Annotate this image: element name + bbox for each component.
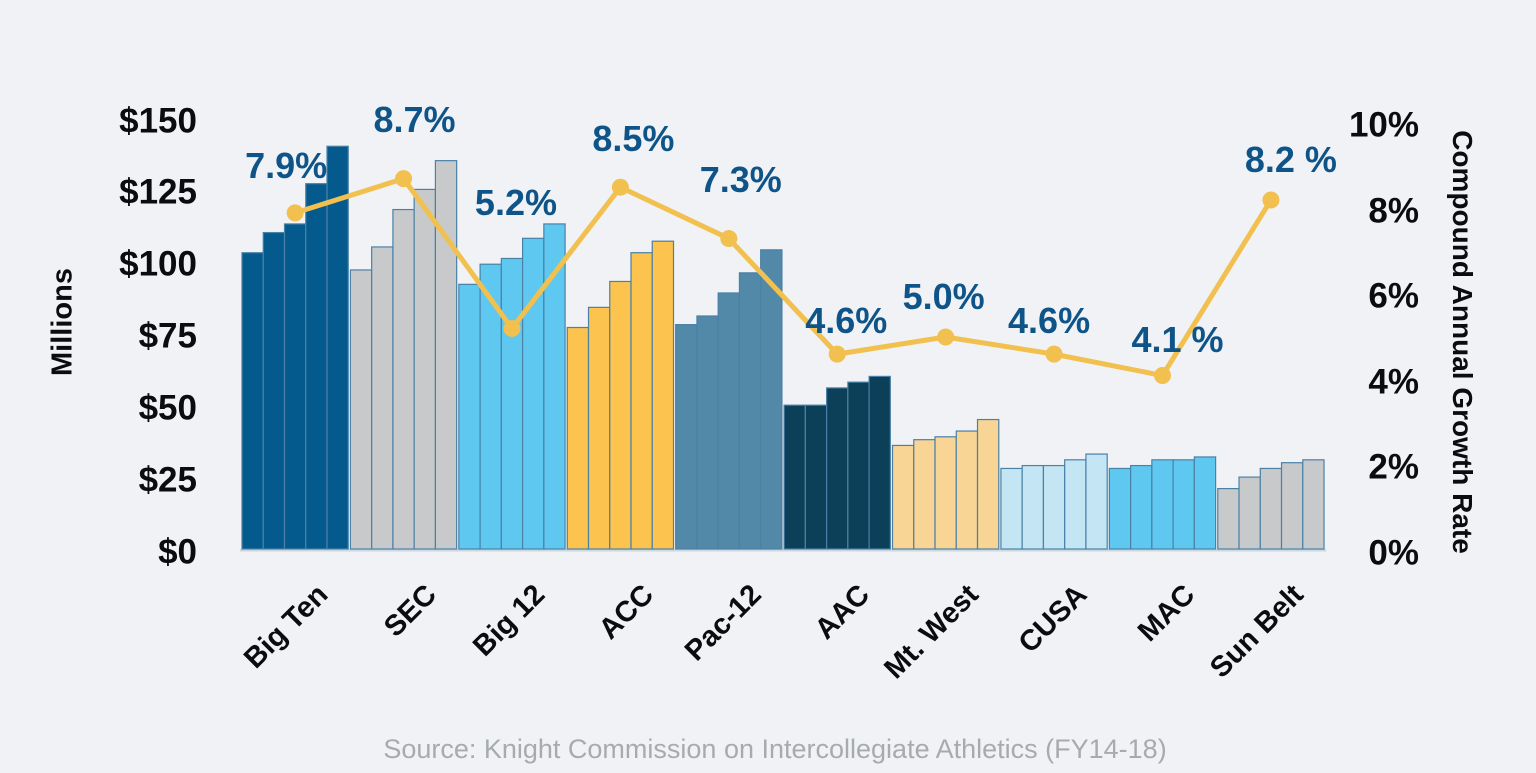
bar-sec-y5 <box>434 160 458 550</box>
cagr-label-pac-12: 7.3% <box>699 158 782 200</box>
bar-acc-y2 <box>587 306 611 550</box>
bar-acc-y5 <box>651 240 675 550</box>
cagr-label-aac: 4.6% <box>805 300 888 342</box>
bar-aac-y1 <box>783 404 806 550</box>
bar-sun-belt-y1 <box>1217 487 1240 550</box>
bar-acc-y1 <box>566 326 590 550</box>
bar-mac-y1 <box>1108 467 1132 550</box>
bar-big-ten-y4 <box>305 183 328 550</box>
bar-sec-y3 <box>392 208 415 550</box>
cagr-dot-big-ten <box>286 204 304 222</box>
bar-mac-y3 <box>1151 459 1174 550</box>
cagr-label-mac: 4.1 % <box>1131 318 1224 360</box>
cagr-dot-sec <box>395 170 413 188</box>
bar-mac-y2 <box>1130 464 1153 550</box>
cagr-dot-acc <box>611 178 629 196</box>
cagr-dot-mt-west <box>937 328 955 346</box>
bar-big-12-y5 <box>543 223 566 550</box>
bar-acc-y4 <box>630 252 653 550</box>
cagr-dot-sun-belt <box>1262 191 1280 209</box>
bar-pac-12-y3 <box>717 292 741 550</box>
bar-cusa-y1 <box>1000 467 1023 550</box>
bar-mac-y4 <box>1172 459 1195 550</box>
left-axis-tick-75: $75 <box>138 316 197 356</box>
left-axis-tick-100: $100 <box>119 244 197 284</box>
left-axis-title: Millions <box>46 268 79 376</box>
cagr-dot-mac <box>1153 367 1171 385</box>
right-axis-tick-4: 4% <box>1368 362 1419 402</box>
left-axis-tick-125: $125 <box>119 172 197 212</box>
cagr-label-cusa: 4.6% <box>1008 300 1091 342</box>
bar-big-ten-y2 <box>262 231 286 550</box>
cagr-label-big-ten: 7.9% <box>245 144 328 186</box>
cagr-label-sun-belt: 8.2 % <box>1244 139 1337 181</box>
bar-mt-west-y5 <box>976 418 1000 550</box>
left-axis-tick-150: $150 <box>119 101 197 140</box>
right-axis-tick-6: 6% <box>1368 276 1419 316</box>
cagr-label-acc: 8.5% <box>592 118 675 160</box>
bar-big-ten-y3 <box>283 223 307 550</box>
right-axis-tick-0: 0% <box>1368 533 1419 573</box>
left-axis-tick-50: $50 <box>138 388 197 428</box>
right-axis-tick-8: 8% <box>1368 191 1419 231</box>
bar-sec-y2 <box>371 246 394 550</box>
bar-sun-belt-y5 <box>1302 459 1325 550</box>
cagr-dot-cusa <box>1045 345 1063 363</box>
bar-aac-y4 <box>847 381 870 550</box>
bar-big-12-y4 <box>521 237 545 550</box>
right-axis-title: Compound Annual Growth Rate <box>1447 130 1478 554</box>
cagr-dot-aac <box>828 345 846 363</box>
bar-mt-west-y4 <box>955 430 979 550</box>
bar-mt-west-y2 <box>913 439 936 550</box>
bar-aac-y5 <box>868 375 891 550</box>
cagr-line <box>292 176 1274 379</box>
left-axis-tick-25: $25 <box>138 460 197 500</box>
bar-pac-12-y2 <box>696 315 719 550</box>
right-axis-tick-10: 10% <box>1348 105 1419 145</box>
bar-sec-y4 <box>413 188 437 550</box>
baseline <box>240 549 1327 552</box>
bar-pac-12-y5 <box>760 249 783 550</box>
cagr-dot-big-12 <box>503 319 521 337</box>
right-axis-tick-2: 2% <box>1368 447 1419 487</box>
source-note: Source: Knight Commission on Intercolleg… <box>383 734 1167 764</box>
bar-cusa-y5 <box>1085 453 1108 550</box>
bar-big-12-y1 <box>458 283 481 550</box>
bar-mt-west-y3 <box>934 436 957 550</box>
bar-big-ten-y5 <box>326 145 349 550</box>
bar-sun-belt-y2 <box>1238 476 1261 550</box>
bar-big-ten-y1 <box>241 252 264 550</box>
left-axis-tick-0: $0 <box>158 532 197 572</box>
bar-cusa-y2 <box>1021 464 1045 550</box>
bar-aac-y3 <box>825 387 849 550</box>
bar-pac-12-y1 <box>675 324 698 550</box>
bar-cusa-y3 <box>1042 464 1066 550</box>
bar-sun-belt-y3 <box>1259 467 1283 550</box>
cagr-dot-pac-12 <box>720 230 738 248</box>
bar-acc-y3 <box>609 280 632 550</box>
cagr-label-sec: 8.7% <box>373 98 456 140</box>
bar-sun-belt-y4 <box>1280 462 1304 550</box>
bar-cusa-y4 <box>1064 459 1087 550</box>
cagr-label-big-12: 5.2% <box>474 182 557 224</box>
cagr-label-mt-west: 5.0% <box>902 276 985 317</box>
bar-big-12-y3 <box>500 257 524 550</box>
bar-mt-west-y1 <box>891 444 915 550</box>
bar-pac-12-y4 <box>738 272 762 550</box>
bar-mac-y5 <box>1193 456 1217 550</box>
bar-aac-y2 <box>804 404 828 550</box>
bar-sec-y1 <box>349 269 373 550</box>
